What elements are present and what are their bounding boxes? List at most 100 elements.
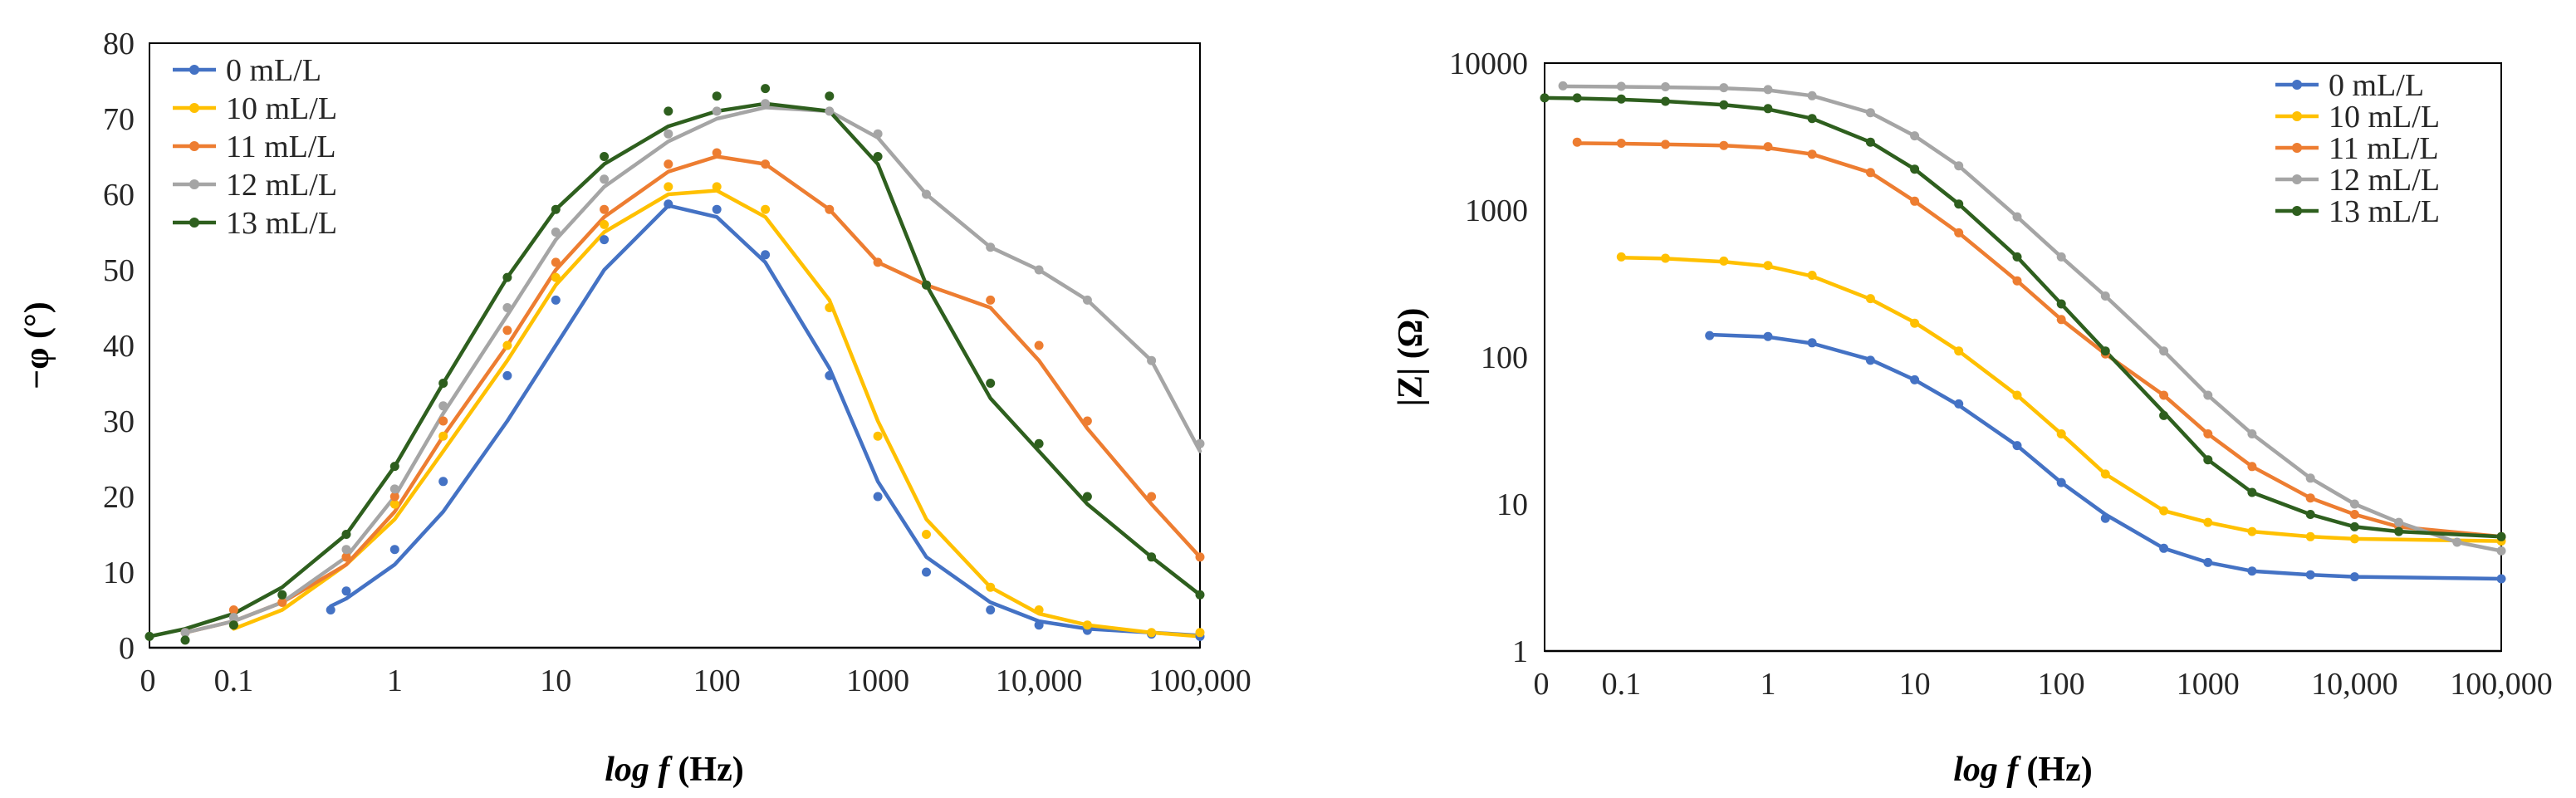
phase-point-10-ml-l-14 [986, 582, 996, 592]
phase-point-0-ml-l-5 [551, 295, 561, 305]
phase-point-12-ml-l-1 [228, 613, 238, 623]
modulus-point-0-ml-l-8 [2100, 513, 2110, 523]
modulus-point-12-ml-l-18 [2452, 537, 2462, 547]
phase-point-12-ml-l-18 [1147, 355, 1157, 365]
phase-point-13-ml-l-13 [825, 91, 835, 101]
modulus-point-12-ml-l-0 [1558, 81, 1568, 91]
phase-legend-marker-12-ml-l [189, 179, 199, 189]
modulus-point-10-ml-l-0 [1616, 252, 1626, 262]
modulus-x-tick-10: 10 [1899, 667, 1931, 702]
phase-point-12-ml-l-17 [1082, 295, 1092, 305]
phase-legend-label-10-ml-l: 10 mL/L [226, 91, 337, 126]
modulus-point-12-ml-l-14 [2247, 429, 2257, 438]
modulus-y-tick-10: 10 [1496, 487, 1528, 522]
phase-point-13-ml-l-4 [341, 530, 351, 539]
modulus-point-13-ml-l-2 [1616, 94, 1626, 104]
phase-y-axis-title: −φ (°) [18, 301, 56, 389]
phase-point-11-ml-l-17 [1082, 416, 1092, 426]
phase-y-tick-70: 70 [103, 102, 135, 137]
phase-point-11-ml-l-1 [228, 605, 238, 614]
modulus-point-11-ml-l-7 [1910, 196, 1920, 206]
modulus-point-11-ml-l-8 [1954, 228, 1964, 237]
phase-legend-marker-10-ml-l [189, 103, 199, 113]
phase-point-0-ml-l-7 [664, 199, 673, 209]
modulus-point-0-ml-l-13 [2349, 572, 2359, 582]
phase-point-10-ml-l-12 [873, 431, 883, 441]
phase-point-13-ml-l-0 [144, 631, 154, 641]
phase-point-11-ml-l-2 [277, 597, 287, 607]
modulus-y-axis-title: |Z| (Ω) [1392, 308, 1430, 407]
modulus-x-tick-1000: 1000 [2177, 667, 2240, 702]
phase-x-tick-10-000: 10,000 [996, 663, 1083, 698]
modulus-point-13-ml-l-9 [1954, 199, 1964, 209]
modulus-x-axis-title-var: log f [1953, 751, 2021, 789]
modulus-point-10-ml-l-4 [1807, 271, 1817, 280]
modulus-point-13-ml-l-3 [1661, 96, 1670, 106]
phase-point-12-ml-l-4 [389, 484, 399, 494]
modulus-point-11-ml-l-1 [1616, 139, 1626, 148]
modulus-point-13-ml-l-8 [1910, 164, 1920, 174]
phase-y-tick-30: 30 [103, 404, 135, 439]
modulus-x-tick-0-1: 0.1 [1602, 667, 1642, 702]
impedance-modulus-chart: 1 10 100 1000 10000 0 0.1 1 10 100 1000 10,000 100,… [1392, 47, 2553, 789]
phase-point-12-ml-l-13 [873, 129, 883, 139]
phase-point-11-ml-l-13 [873, 257, 883, 267]
modulus-point-12-ml-l-15 [2305, 473, 2315, 483]
modulus-point-13-ml-l-13 [2159, 410, 2169, 420]
phase-y-tick-20: 20 [103, 480, 135, 515]
phase-point-11-ml-l-18 [1147, 492, 1157, 502]
phase-legend-marker-11-ml-l [189, 141, 199, 151]
modulus-legend-label-12-ml-l: 12 mL/L [2329, 163, 2440, 198]
phase-point-0-ml-l-13 [986, 605, 996, 614]
phase-point-11-ml-l-4 [389, 492, 399, 502]
modulus-point-12-ml-l-1 [1616, 81, 1626, 91]
modulus-point-13-ml-l-7 [1865, 137, 1875, 147]
modulus-x-tick-100: 100 [2038, 667, 2085, 702]
modulus-y-tick-1000: 1000 [1465, 193, 1528, 228]
modulus-point-0-ml-l-1 [1763, 331, 1773, 341]
modulus-point-11-ml-l-13 [2203, 429, 2213, 438]
phase-point-13-ml-l-19 [1147, 552, 1157, 562]
phase-x-tick-0: 0 [140, 663, 156, 698]
modulus-x-tick-0: 0 [1534, 667, 1550, 702]
phase-point-10-ml-l-10 [761, 204, 771, 214]
modulus-legend-label-10-ml-l: 10 mL/L [2329, 100, 2440, 135]
modulus-point-13-ml-l-1 [1572, 93, 1582, 103]
phase-x-tick-1: 1 [387, 663, 403, 698]
modulus-legend-marker-12-ml-l [2292, 174, 2302, 184]
phase-point-12-ml-l-6 [502, 303, 512, 312]
phase-point-11-ml-l-7 [551, 257, 561, 267]
modulus-point-13-ml-l-5 [1763, 104, 1773, 114]
modulus-point-12-ml-l-3 [1719, 83, 1729, 93]
phase-x-tick-100-000: 100,000 [1148, 663, 1251, 698]
modulus-point-10-ml-l-2 [1719, 256, 1729, 266]
phase-angle-chart: 0 10 20 30 40 50 60 70 80 0 0.1 1 10 100 1000 10,000 10… [18, 27, 1251, 789]
phase-point-0-ml-l-10 [825, 370, 835, 380]
modulus-legend-marker-13-ml-l [2292, 206, 2302, 216]
phase-x-tick-0-1: 0.1 [214, 663, 254, 698]
phase-legend: 0 mL/L10 mL/L 11 mL/L 12 mL/L13 mL/L [173, 53, 337, 241]
phase-x-tick-1000: 1000 [846, 663, 909, 698]
modulus-point-10-ml-l-7 [1954, 346, 1964, 356]
phase-point-11-ml-l-6 [502, 326, 512, 335]
phase-point-12-ml-l-10 [712, 106, 722, 116]
phase-point-12-ml-l-11 [761, 99, 771, 109]
phase-point-0-ml-l-0 [326, 605, 335, 614]
phase-point-11-ml-l-3 [341, 552, 351, 562]
phase-x-tick-100: 100 [693, 663, 741, 698]
phase-fit-line-10-ml-l [232, 188, 1202, 639]
phase-legend-marker-13-ml-l [189, 218, 199, 228]
phase-point-10-ml-l-13 [922, 530, 931, 539]
phase-point-13-ml-l-10 [664, 106, 673, 116]
phase-legend-marker-0-ml-l [189, 65, 199, 75]
modulus-point-0-ml-l-7 [2056, 477, 2066, 487]
phase-x-tick-10: 10 [540, 663, 571, 698]
phase-point-13-ml-l-11 [712, 91, 722, 101]
phase-point-10-ml-l-16 [1082, 620, 1092, 630]
phase-point-13-ml-l-2 [228, 620, 238, 630]
modulus-point-11-ml-l-16 [2349, 510, 2359, 519]
phase-point-11-ml-l-19 [1195, 552, 1205, 562]
modulus-point-13-ml-l-18 [2394, 526, 2404, 536]
modulus-point-11-ml-l-5 [1807, 149, 1817, 159]
phase-point-12-ml-l-14 [922, 189, 931, 199]
